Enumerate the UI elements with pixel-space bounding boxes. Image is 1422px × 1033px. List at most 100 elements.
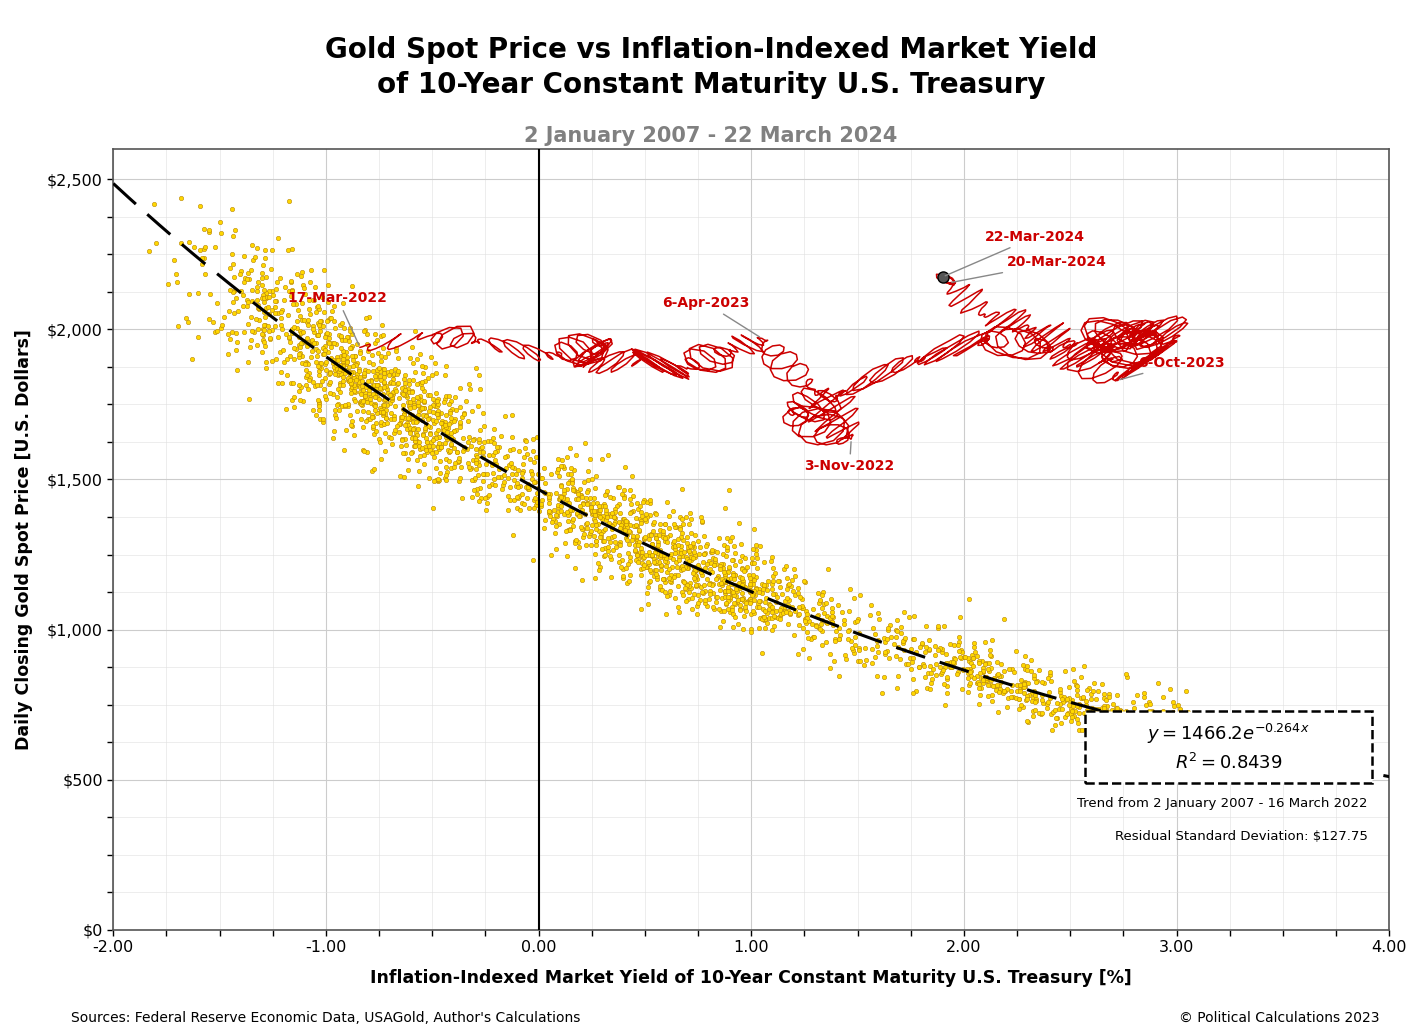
Point — [570, 502, 593, 519]
Point — [354, 385, 377, 402]
Point — [368, 368, 391, 384]
Point — [304, 354, 327, 371]
Point — [1068, 705, 1091, 721]
Point — [813, 596, 836, 613]
Point — [1243, 744, 1266, 760]
Point — [993, 663, 1015, 680]
Point — [338, 340, 361, 356]
Point — [398, 398, 421, 414]
Point — [525, 448, 547, 465]
Point — [720, 532, 742, 549]
Point — [638, 506, 661, 523]
Point — [572, 529, 594, 545]
Point — [390, 409, 412, 426]
Point — [462, 481, 485, 498]
Point — [341, 373, 364, 389]
Point — [617, 536, 640, 553]
Point — [327, 367, 350, 383]
Point — [351, 373, 374, 389]
Point — [1122, 694, 1145, 711]
Point — [1123, 699, 1146, 716]
Point — [745, 568, 768, 585]
Point — [778, 591, 801, 607]
Point — [603, 503, 626, 520]
Point — [319, 339, 341, 355]
Point — [344, 357, 367, 374]
Point — [1012, 675, 1035, 691]
Point — [400, 382, 422, 399]
Point — [648, 577, 671, 594]
Point — [472, 466, 495, 482]
Point — [414, 373, 437, 389]
Point — [843, 614, 866, 630]
Point — [526, 494, 549, 510]
Point — [792, 572, 815, 589]
Point — [282, 321, 304, 338]
Point — [313, 341, 336, 357]
Point — [525, 490, 547, 506]
Point — [633, 557, 656, 573]
Point — [680, 553, 702, 569]
Point — [718, 591, 741, 607]
Point — [225, 290, 247, 307]
Point — [611, 567, 634, 584]
Point — [1014, 660, 1037, 677]
Point — [714, 549, 737, 565]
Point — [752, 580, 775, 596]
Point — [242, 281, 264, 298]
Point — [1062, 661, 1085, 678]
Point — [346, 366, 368, 382]
Point — [270, 304, 293, 320]
Point — [545, 541, 567, 558]
Point — [893, 641, 916, 658]
Point — [380, 411, 402, 428]
Point — [292, 277, 314, 293]
Point — [380, 405, 402, 421]
Point — [715, 538, 738, 555]
Point — [398, 395, 421, 411]
Point — [316, 362, 338, 378]
Point — [520, 466, 543, 482]
Point — [811, 587, 833, 603]
Point — [323, 424, 346, 440]
Point — [354, 378, 377, 395]
Point — [1008, 677, 1031, 693]
Point — [269, 344, 292, 361]
Point — [350, 393, 373, 409]
Point — [711, 613, 734, 629]
Point — [203, 239, 226, 255]
Point — [566, 506, 589, 523]
Point — [698, 553, 721, 569]
Point — [637, 531, 660, 547]
Point — [522, 552, 545, 568]
Point — [634, 546, 657, 563]
Point — [303, 291, 326, 308]
Point — [425, 443, 448, 460]
Point — [658, 583, 681, 599]
Point — [222, 256, 245, 273]
Point — [476, 465, 499, 481]
Point — [363, 363, 385, 379]
Point — [614, 459, 637, 475]
Point — [930, 640, 953, 657]
Point — [567, 534, 590, 551]
Point — [728, 514, 751, 531]
Point — [401, 390, 424, 407]
Point — [941, 654, 964, 670]
Point — [1105, 729, 1128, 746]
Point — [968, 686, 991, 702]
Point — [1078, 729, 1101, 746]
Point — [191, 255, 213, 272]
Point — [1186, 726, 1209, 743]
Point — [452, 430, 475, 446]
Point — [178, 234, 201, 251]
Point — [328, 361, 351, 377]
Point — [626, 519, 648, 535]
Point — [1335, 735, 1358, 752]
Point — [717, 578, 739, 595]
Point — [344, 372, 367, 388]
Point — [924, 656, 947, 672]
Point — [700, 575, 722, 592]
Point — [1261, 755, 1284, 772]
Point — [977, 688, 1000, 705]
